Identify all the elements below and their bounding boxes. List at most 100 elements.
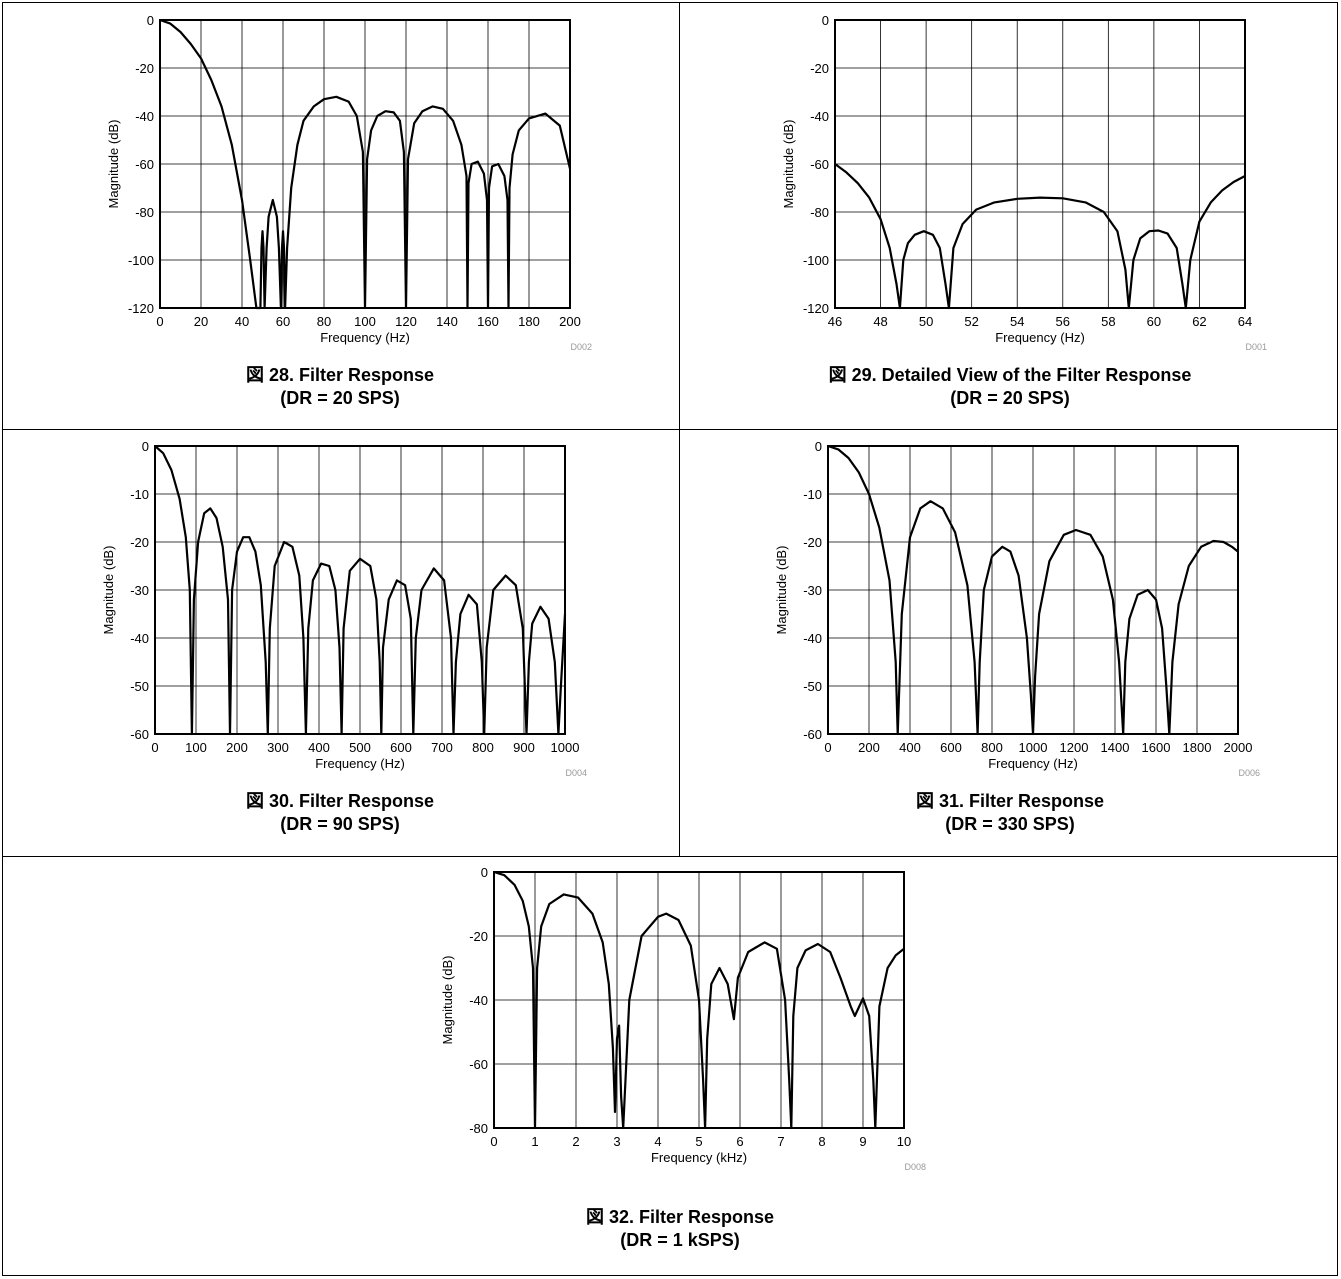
- chart-3-xtick-label-1: 200: [858, 740, 880, 755]
- chart-3-ytick-label-6: -60: [803, 727, 822, 742]
- chart-3-ytick-label-1: -10: [803, 487, 822, 502]
- chart-2-xtick-label-0: 0: [151, 740, 158, 755]
- chart-3-ytick-label-2: -20: [803, 535, 822, 550]
- chart-4-xtick-label-4: 4: [654, 1134, 661, 1149]
- chart-0-ytick-label-4: -80: [135, 205, 154, 220]
- chart-3-xtick-label-5: 1000: [1019, 740, 1048, 755]
- chart-2-ytick-label-6: -60: [130, 727, 149, 742]
- chart-3-xtick-label-0: 0: [824, 740, 831, 755]
- chart-3-xlabel: Frequency (Hz): [988, 756, 1078, 771]
- chart-0-plot-area: [159, 19, 571, 309]
- chart-2-ytick-label-2: -20: [130, 535, 149, 550]
- chart-4-xtick-label-3: 3: [613, 1134, 620, 1149]
- chart-0-xlabel: Frequency (Hz): [320, 330, 410, 345]
- chart-1-plot-area: [834, 19, 1246, 309]
- chart-1-xtick-label-7: 60: [1147, 314, 1161, 329]
- chart-0-xtick-label-5: 100: [354, 314, 376, 329]
- chart-0-ylabel: Magnitude (dB): [106, 120, 121, 209]
- row-divider-2: [2, 856, 1338, 857]
- chart-3-ytick-label-5: -50: [803, 679, 822, 694]
- chart-2-xtick-label-4: 400: [308, 740, 330, 755]
- chart-1-xtick-label-2: 50: [919, 314, 933, 329]
- chart-1-xtick-label-9: 64: [1238, 314, 1252, 329]
- chart-2-ytick-label-3: -30: [130, 583, 149, 598]
- chart-1-ytick-label-3: -60: [810, 157, 829, 172]
- chart-2-xtick-label-9: 900: [513, 740, 535, 755]
- chart-3-xtick-label-3: 600: [940, 740, 962, 755]
- chart-1-xtick-label-1: 48: [873, 314, 887, 329]
- chart-2-ytick-label-4: -40: [130, 631, 149, 646]
- chart-0-xtick-label-3: 60: [276, 314, 290, 329]
- column-divider-1: [679, 2, 680, 429]
- chart-3-xtick-label-6: 1200: [1060, 740, 1089, 755]
- chart-1-ytick-label-2: -40: [810, 109, 829, 124]
- chart-fig32: 0 1 2 3 4 5 6 7 8 9 10 0 -20 -40 -60 -80 Frequency (kHz)…: [440, 865, 926, 1172]
- chart-0-figure-code: D002: [570, 342, 592, 352]
- chart-2-xtick-label-10: 1000: [551, 740, 580, 755]
- chart-4-plot-area: [493, 871, 905, 1129]
- chart-1-figure-code: D001: [1245, 342, 1267, 352]
- caption-fig29: 図 29. Detailed View of the Filter Respon…: [700, 364, 1320, 410]
- chart-4-xtick-label-6: 6: [736, 1134, 743, 1149]
- chart-2-xtick-label-7: 700: [431, 740, 453, 755]
- chart-fig28: 0 20 40 60 80 100 120 140 160 180 200 0 -20 -40 -60 -80…: [106, 13, 592, 352]
- chart-3-xtick-label-9: 1800: [1183, 740, 1212, 755]
- chart-0-xtick-label-1: 20: [194, 314, 208, 329]
- chart-0-xtick-label-4: 80: [317, 314, 331, 329]
- chart-fig30: 0 100 200 300 400 500 600 700 800 900 1000 0 -10 -20 -…: [101, 439, 587, 778]
- chart-2-xtick-label-2: 200: [226, 740, 248, 755]
- chart-3-ytick-label-3: -30: [803, 583, 822, 598]
- chart-2-xtick-label-5: 500: [349, 740, 371, 755]
- chart-0-xtick-label-9: 180: [518, 314, 540, 329]
- chart-0-ytick-label-0: 0: [147, 13, 154, 28]
- chart-3-xtick-label-2: 400: [899, 740, 921, 755]
- chart-1-ytick-label-0: 0: [822, 13, 829, 28]
- chart-0-xtick-label-2: 40: [235, 314, 249, 329]
- caption-fig28-line2: (DR = 20 SPS): [280, 388, 400, 408]
- chart-4-ytick-label-4: -80: [469, 1121, 488, 1136]
- chart-0-ytick-label-1: -20: [135, 61, 154, 76]
- chart-3-figure-code: D006: [1238, 768, 1260, 778]
- chart-2-xtick-label-8: 800: [472, 740, 494, 755]
- chart-0-xtick-label-8: 160: [477, 314, 499, 329]
- chart-1-ytick-label-5: -100: [803, 253, 829, 268]
- chart-2-plot-area: [154, 445, 566, 735]
- chart-2-xlabel: Frequency (Hz): [315, 756, 405, 771]
- chart-0-xtick-label-7: 140: [436, 314, 458, 329]
- chart-4-ytick-label-2: -40: [469, 993, 488, 1008]
- chart-1-xtick-label-4: 54: [1010, 314, 1024, 329]
- chart-3-xtick-label-4: 800: [981, 740, 1003, 755]
- chart-4-figure-code: D008: [904, 1162, 926, 1172]
- chart-4-xtick-label-2: 2: [572, 1134, 579, 1149]
- caption-fig30-line1: 図 30. Filter Response: [245, 791, 435, 811]
- chart-3-xtick-label-7: 1400: [1101, 740, 1130, 755]
- chart-3-xtick-label-8: 1600: [1142, 740, 1171, 755]
- chart-4-xtick-label-5: 5: [695, 1134, 702, 1149]
- chart-1-ytick-label-4: -80: [810, 205, 829, 220]
- chart-2-ytick-label-1: -10: [130, 487, 149, 502]
- chart-0-ytick-label-3: -60: [135, 157, 154, 172]
- chart-1-xtick-label-6: 58: [1101, 314, 1115, 329]
- chart-4-series-0-line: [493, 870, 905, 1130]
- chart-2-xtick-label-3: 300: [267, 740, 289, 755]
- chart-0-ytick-label-5: -100: [128, 253, 154, 268]
- caption-fig30-line2: (DR = 90 SPS): [280, 814, 400, 834]
- chart-2-figure-code: D004: [565, 768, 587, 778]
- chart-3-xtick-label-10: 2000: [1224, 740, 1253, 755]
- chart-4-ylabel: Magnitude (dB): [440, 956, 455, 1045]
- caption-fig30: 図 30. Filter Response (DR = 90 SPS): [20, 790, 660, 836]
- chart-3-ytick-label-4: -40: [803, 631, 822, 646]
- caption-fig31-line2: (DR = 330 SPS): [945, 814, 1075, 834]
- chart-4-xlabel: Frequency (kHz): [651, 1150, 747, 1165]
- chart-4-xtick-label-0: 0: [490, 1134, 497, 1149]
- chart-1-xtick-label-5: 56: [1056, 314, 1070, 329]
- chart-1-series-0-line: [834, 163, 1246, 310]
- chart-2-xtick-label-6: 600: [390, 740, 412, 755]
- row-divider-1: [2, 429, 1338, 430]
- chart-1-xtick-label-3: 52: [964, 314, 978, 329]
- chart-1-ytick-label-6: -120: [803, 301, 829, 316]
- chart-0-ytick-label-6: -120: [128, 301, 154, 316]
- chart-4-xtick-label-7: 7: [777, 1134, 784, 1149]
- chart-0-xtick-label-0: 0: [156, 314, 163, 329]
